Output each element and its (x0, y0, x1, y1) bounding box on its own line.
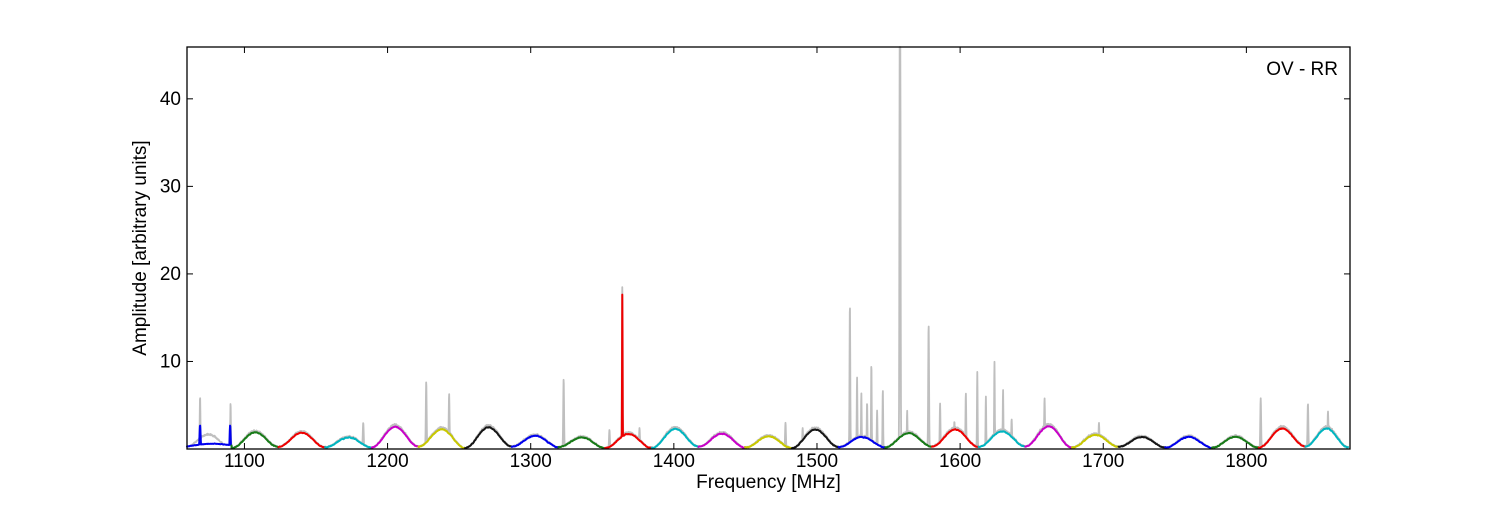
svg-text:1800: 1800 (1225, 451, 1267, 472)
svg-text:Frequency [MHz]: Frequency [MHz] (696, 472, 841, 493)
svg-text:Amplitude [arbitrary units]: Amplitude [arbitrary units] (130, 140, 151, 355)
svg-text:1700: 1700 (1082, 451, 1124, 472)
svg-text:1200: 1200 (366, 451, 408, 472)
svg-text:10: 10 (160, 351, 181, 372)
svg-text:1500: 1500 (796, 451, 838, 472)
svg-text:30: 30 (160, 176, 181, 197)
svg-text:40: 40 (160, 89, 181, 110)
svg-text:1400: 1400 (653, 451, 695, 472)
svg-text:OV - RR: OV - RR (1266, 59, 1338, 80)
svg-text:1300: 1300 (510, 451, 552, 472)
svg-text:1100: 1100 (224, 451, 265, 472)
svg-text:20: 20 (160, 264, 181, 285)
svg-text:1600: 1600 (939, 451, 981, 472)
